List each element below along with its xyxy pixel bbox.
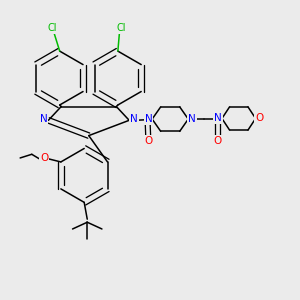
Text: Cl: Cl — [116, 23, 126, 33]
Text: N: N — [188, 114, 196, 124]
Text: O: O — [40, 153, 48, 163]
Text: N: N — [145, 114, 152, 124]
Text: N: N — [130, 114, 138, 124]
Text: O: O — [213, 136, 221, 146]
Text: N: N — [214, 113, 222, 124]
Text: Cl: Cl — [48, 23, 57, 33]
Text: O: O — [144, 136, 152, 146]
Text: N: N — [40, 114, 47, 124]
Text: O: O — [255, 113, 263, 124]
